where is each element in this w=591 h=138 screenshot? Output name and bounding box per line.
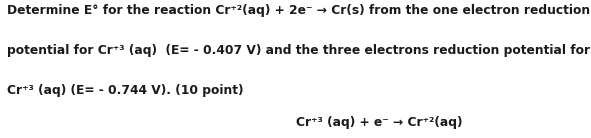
Text: Cr⁺³ (aq) (E= - 0.744 V). (10 point): Cr⁺³ (aq) (E= - 0.744 V). (10 point) bbox=[7, 84, 243, 97]
Text: potential for Cr⁺³ (aq)  (E= - 0.407 V) and the three electrons reduction potent: potential for Cr⁺³ (aq) (E= - 0.407 V) a… bbox=[7, 44, 590, 57]
Text: Cr⁺³ (aq) + e⁻ → Cr⁺²(aq): Cr⁺³ (aq) + e⁻ → Cr⁺²(aq) bbox=[296, 116, 462, 129]
Text: Determine E° for the reaction Cr⁺²(aq) + 2e⁻ → Cr(s) from the one electron reduc: Determine E° for the reaction Cr⁺²(aq) +… bbox=[7, 4, 590, 17]
